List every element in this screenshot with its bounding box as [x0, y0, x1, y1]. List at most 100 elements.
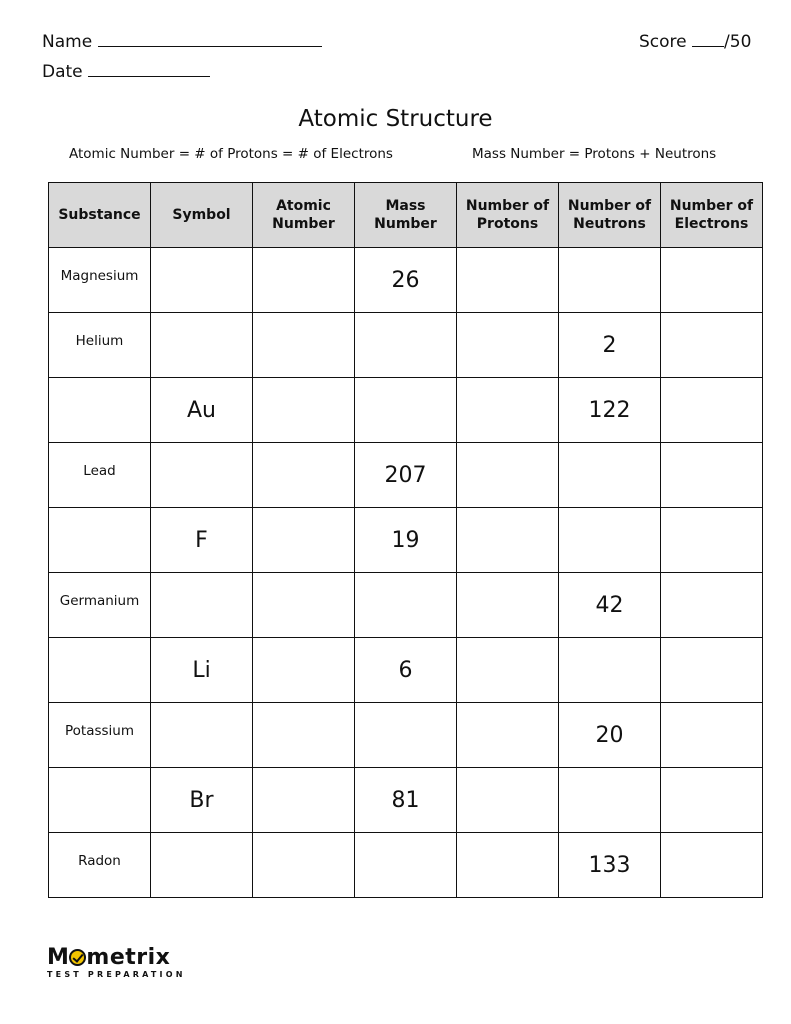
answer-cell[interactable] [354, 572, 457, 638]
date-label: Date [42, 62, 83, 82]
answer-cell: 133 [558, 832, 661, 898]
substance-cell[interactable] [48, 767, 151, 833]
answer-cell[interactable] [252, 442, 355, 508]
answer-cell[interactable] [150, 442, 253, 508]
answer-cell[interactable] [456, 507, 559, 573]
score-label: Score [639, 32, 687, 52]
answer-cell[interactable] [354, 377, 457, 443]
answer-cell[interactable] [558, 637, 661, 703]
column-header-text: Number [272, 216, 335, 232]
answer-cell[interactable] [660, 247, 763, 313]
column-header-text: Electrons [674, 216, 749, 232]
answer-cell[interactable] [252, 637, 355, 703]
name-field[interactable]: Name [42, 32, 322, 52]
column-header-text: Protons [476, 216, 539, 232]
answer-cell: 20 [558, 702, 661, 768]
answer-cell[interactable] [252, 572, 355, 638]
checkmark-icon [69, 949, 87, 966]
answer-cell[interactable] [150, 247, 253, 313]
answer-cell[interactable] [252, 767, 355, 833]
substance-cell: Lead [48, 442, 151, 508]
answer-cell[interactable] [252, 507, 355, 573]
answer-cell: 26 [354, 247, 457, 313]
formula-atomic-number: Atomic Number = # of Protons = # of Elec… [69, 146, 393, 162]
answer-cell[interactable] [150, 702, 253, 768]
answer-cell: 2 [558, 312, 661, 378]
answer-cell[interactable] [354, 832, 457, 898]
column-header: Symbol [150, 182, 253, 248]
answer-cell[interactable] [660, 702, 763, 768]
answer-cell[interactable] [558, 442, 661, 508]
score-blank[interactable] [692, 32, 725, 47]
answer-cell[interactable] [456, 247, 559, 313]
answer-cell[interactable] [150, 312, 253, 378]
answer-cell: Au [150, 377, 253, 443]
column-header: Number of Electrons [660, 182, 763, 248]
date-field[interactable]: Date [42, 62, 211, 82]
answer-cell[interactable] [456, 312, 559, 378]
column-header: Atomic Number [252, 182, 355, 248]
header-row: Substance Symbol Atomic Number Mass Number Num… [48, 182, 763, 248]
answer-cell[interactable] [660, 442, 763, 508]
answer-cell[interactable] [354, 312, 457, 378]
answer-cell[interactable] [660, 832, 763, 898]
answer-cell[interactable] [252, 702, 355, 768]
substance-cell: Potassium [48, 702, 151, 768]
substance-cell[interactable] [48, 377, 151, 443]
answer-cell[interactable] [660, 637, 763, 703]
answer-cell: 207 [354, 442, 457, 508]
substance-cell: Helium [48, 312, 151, 378]
answer-cell[interactable] [456, 702, 559, 768]
table-row: Helium 2 [48, 312, 763, 378]
name-blank[interactable] [97, 32, 322, 47]
answer-cell[interactable] [252, 832, 355, 898]
table-row: Germanium 42 [48, 572, 763, 638]
column-header-text: Number of [465, 198, 550, 214]
answer-cell[interactable] [150, 832, 253, 898]
answer-cell[interactable] [660, 377, 763, 443]
table-row: Br 81 [48, 767, 763, 833]
answer-cell[interactable] [558, 247, 661, 313]
substance-cell[interactable] [48, 507, 151, 573]
column-header-text: Atomic [276, 198, 331, 214]
answer-cell[interactable] [456, 377, 559, 443]
answer-cell[interactable] [456, 442, 559, 508]
score-field[interactable]: Score /50 [639, 32, 751, 52]
answer-cell[interactable] [456, 637, 559, 703]
page-title: Atomic Structure [298, 106, 493, 132]
answer-cell: 122 [558, 377, 661, 443]
answer-cell[interactable] [456, 832, 559, 898]
column-header: Number of Protons [456, 182, 559, 248]
answer-cell[interactable] [150, 572, 253, 638]
answer-cell: Br [150, 767, 253, 833]
table-row: F 19 [48, 507, 763, 573]
answer-cell[interactable] [660, 507, 763, 573]
answer-cell: 81 [354, 767, 457, 833]
column-header-text: Number [374, 216, 437, 232]
column-header-text: Substance [58, 207, 141, 223]
table-row: Magnesium 26 [48, 247, 763, 313]
answer-cell[interactable] [252, 377, 355, 443]
score-total: /50 [724, 32, 752, 52]
answer-cell[interactable] [456, 767, 559, 833]
answer-cell[interactable] [456, 572, 559, 638]
answer-cell[interactable] [558, 767, 661, 833]
answer-cell[interactable] [252, 247, 355, 313]
substance-cell: Germanium [48, 572, 151, 638]
table-row: Radon 133 [48, 832, 763, 898]
answer-cell: 19 [354, 507, 457, 573]
substance-cell: Radon [48, 832, 151, 898]
substance-cell[interactable] [48, 637, 151, 703]
answer-cell[interactable] [660, 572, 763, 638]
answer-cell[interactable] [660, 312, 763, 378]
table-row: Potassium 20 [48, 702, 763, 768]
answer-cell[interactable] [354, 702, 457, 768]
date-blank[interactable] [88, 62, 211, 77]
table-row: Li 6 [48, 637, 763, 703]
answer-cell[interactable] [252, 312, 355, 378]
answer-cell[interactable] [558, 507, 661, 573]
substance-cell: Magnesium [48, 247, 151, 313]
column-header: Number of Neutrons [558, 182, 661, 248]
answer-cell: 6 [354, 637, 457, 703]
answer-cell[interactable] [660, 767, 763, 833]
